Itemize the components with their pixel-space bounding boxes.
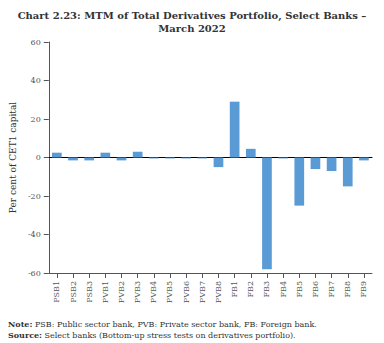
- svg-text:FB5: FB5: [295, 281, 304, 298]
- svg-text:PVB1: PVB1: [101, 281, 110, 303]
- svg-text:FB1: FB1: [230, 281, 239, 298]
- svg-text:PSB3: PSB3: [85, 281, 94, 303]
- svg-text:PSB1: PSB1: [52, 281, 61, 303]
- svg-text:Chart 2.23: MTM of Total Deriv: Chart 2.23: MTM of Total Derivatives Por…: [18, 10, 367, 22]
- svg-text:Per cent of CET1 capital: Per cent of CET1 capital: [8, 102, 18, 213]
- svg-text:FB8: FB8: [343, 281, 352, 298]
- svg-text:FB3: FB3: [262, 281, 271, 298]
- svg-text:40: 40: [31, 76, 41, 85]
- svg-text:Source:: Source:: [8, 330, 42, 340]
- svg-text:0: 0: [36, 153, 41, 162]
- svg-text:FB7: FB7: [327, 281, 336, 298]
- svg-text:FB6: FB6: [311, 281, 320, 298]
- svg-text:-60: -60: [28, 269, 41, 278]
- svg-text:PVB4: PVB4: [149, 281, 158, 303]
- svg-text:PVB7: PVB7: [198, 281, 207, 303]
- svg-text:60: 60: [31, 38, 41, 47]
- svg-text:-20: -20: [28, 192, 41, 201]
- svg-text:PVB6: PVB6: [182, 281, 191, 303]
- svg-text:PVB2: PVB2: [117, 281, 126, 303]
- svg-text:Select banks (Bottom-up stress: Select banks (Bottom-up stress tests on …: [42, 331, 296, 340]
- svg-text:PVB5: PVB5: [165, 281, 174, 303]
- svg-text:PSB2: PSB2: [69, 281, 78, 303]
- svg-text:20: 20: [31, 115, 41, 124]
- svg-text:PVB3: PVB3: [133, 281, 142, 303]
- svg-text:-40: -40: [28, 230, 41, 239]
- svg-text:PSB: Public sector bank, PVB:: PSB: Public sector bank, PVB: Private se…: [32, 320, 317, 329]
- svg-text:Note:: Note:: [8, 319, 32, 329]
- svg-text:FB9: FB9: [359, 281, 368, 298]
- svg-text:FB4: FB4: [279, 281, 288, 298]
- svg-text:March 2022: March 2022: [158, 23, 226, 34]
- svg-text:FB2: FB2: [246, 281, 255, 298]
- svg-text:PVB8: PVB8: [214, 281, 223, 303]
